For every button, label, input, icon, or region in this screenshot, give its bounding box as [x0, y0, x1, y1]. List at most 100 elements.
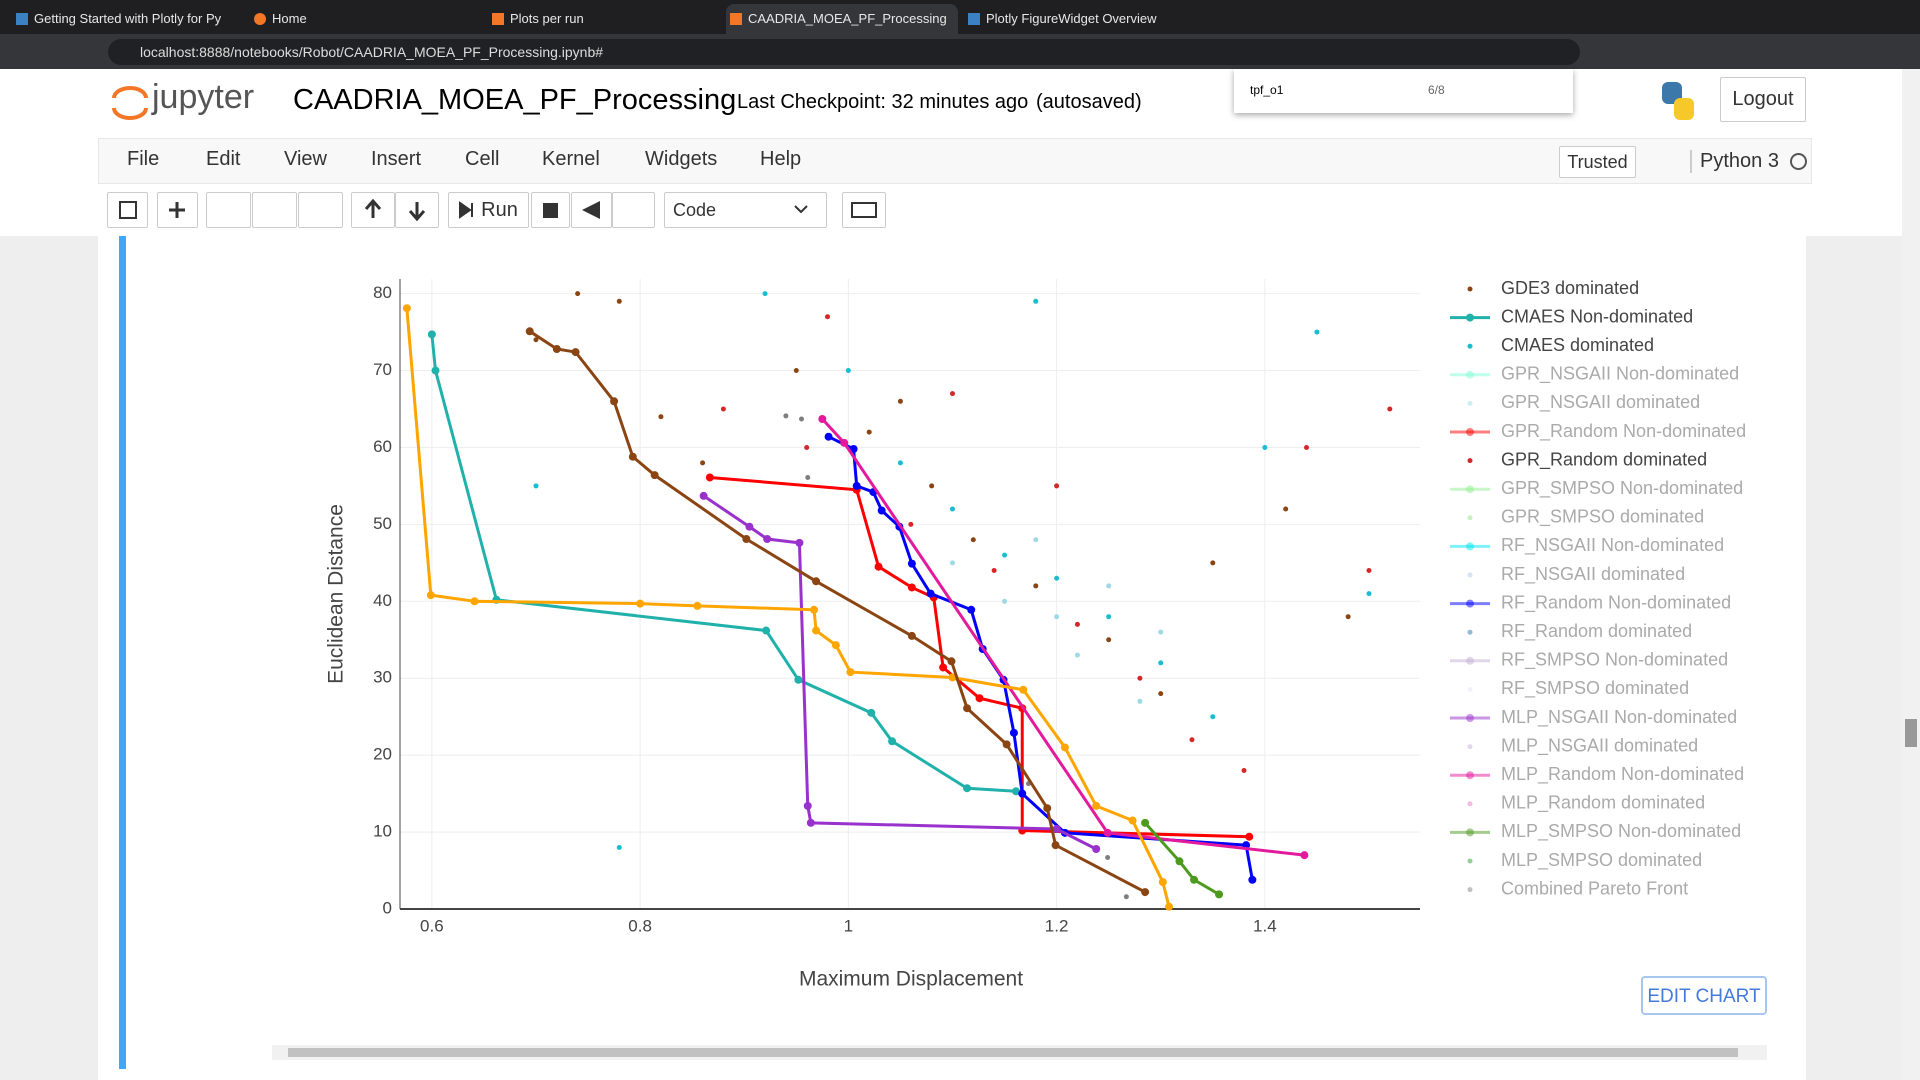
line-marker [552, 345, 561, 353]
line-marker [1165, 902, 1174, 911]
scatter-point [991, 568, 997, 574]
line-marker [1245, 832, 1254, 841]
line-marker [806, 818, 815, 827]
legend-label[interactable]: CMAES Non-dominated [1501, 306, 1693, 326]
scatter-point [533, 483, 539, 489]
scatter-point [1002, 598, 1008, 604]
trusted-indicator[interactable]: Trusted [1559, 146, 1636, 178]
legend-swatch [1466, 542, 1474, 551]
x-axis-title: Maximum Displacement [799, 968, 1023, 991]
line-marker [867, 708, 876, 717]
url-field[interactable]: localhost:8888/notebooks/Robot/CAADRIA_M… [108, 39, 1580, 65]
scatter-point [1123, 894, 1129, 900]
page-scrollbar[interactable] [1902, 69, 1920, 1080]
legend-label[interactable]: Combined Pareto Front [1501, 878, 1688, 898]
tab[interactable]: CAADRIA_MOEA_PF_Processing [726, 4, 958, 34]
series-line [821, 417, 1305, 857]
scatter-point [1262, 444, 1268, 450]
menu-item[interactable]: Help [760, 148, 802, 170]
line-marker [1158, 878, 1167, 887]
line-marker [1092, 845, 1101, 853]
legend-label[interactable]: GPR_NSGAII Non-dominated [1501, 364, 1739, 385]
tab-title: CAADRIA_MOEA_PF_Processing [748, 11, 947, 26]
menu-item[interactable]: Edit [206, 148, 241, 170]
menu-item[interactable]: View [284, 148, 327, 170]
legend-label[interactable]: GPR_Random dominated [1501, 449, 1707, 470]
notebook-title[interactable]: CAADRIA_MOEA_PF_Processing [293, 84, 737, 116]
legend-label[interactable]: MLP_NSGAII dominated [1501, 735, 1698, 756]
line-marker [963, 784, 972, 793]
legend-swatch [1466, 714, 1474, 722]
legend-label[interactable]: MLP_SMPSO Non-dominated [1501, 821, 1741, 842]
line-marker [1019, 685, 1028, 694]
legend-label[interactable]: RF_SMPSO dominated [1501, 678, 1689, 699]
menu-item[interactable]: Insert [371, 148, 422, 170]
run-all-button[interactable] [612, 192, 655, 228]
menu-item[interactable]: Widgets [645, 148, 718, 170]
tab[interactable]: Home [250, 4, 482, 34]
legend-label[interactable]: RF_NSGAII Non-dominated [1501, 535, 1724, 556]
menu-item[interactable]: Cell [465, 148, 500, 170]
checkpoint: Last Checkpoint: 32 minutes ago [737, 91, 1029, 113]
legend-label[interactable]: MLP_Random dominated [1501, 793, 1705, 814]
legend-swatch [1466, 313, 1474, 322]
legend-label[interactable]: MLP_SMPSO dominated [1501, 850, 1702, 871]
scatter-point [949, 506, 955, 512]
tab[interactable]: Plots per run [488, 4, 720, 34]
logo-text: jupyter [152, 78, 255, 116]
y-axis-title: Euclidean Distance [325, 504, 348, 684]
legend-label[interactable]: RF_NSGAII dominated [1501, 564, 1685, 585]
line-marker [888, 737, 897, 746]
legend-label[interactable]: RF_Random Non-dominated [1501, 592, 1731, 613]
scatter-point [1283, 506, 1289, 512]
line-marker [874, 562, 883, 571]
scatter-point [1002, 552, 1008, 558]
legend-label[interactable]: MLP_NSGAII Non-dominated [1501, 707, 1737, 728]
legend-label[interactable]: GPR_SMPSO Non-dominated [1501, 478, 1743, 499]
menu-item[interactable]: File [127, 148, 160, 170]
edit-chart-button[interactable]: EDIT CHART [1641, 976, 1767, 1015]
legend-label[interactable]: GPR_SMPSO dominated [1501, 507, 1704, 528]
legend-swatch [1467, 887, 1473, 893]
tab[interactable]: Getting Started with Plotly for Py [12, 4, 244, 34]
paste-button[interactable] [298, 192, 343, 228]
scatter-point [1304, 444, 1310, 450]
line-marker [907, 559, 916, 568]
legend-label[interactable]: RF_SMPSO Non-dominated [1501, 650, 1728, 671]
logout-button[interactable]: Logout [1720, 77, 1806, 122]
scatter-point [1054, 483, 1060, 489]
legend-label[interactable]: CMAES dominated [1501, 335, 1654, 355]
cut-button[interactable] [206, 192, 251, 228]
menu-item[interactable]: Kernel [542, 148, 600, 170]
move-down-button[interactable] [395, 192, 439, 228]
scatter-point [1345, 614, 1351, 620]
y-tick-label: 0 [383, 898, 392, 917]
legend-label[interactable]: RF_Random dominated [1501, 621, 1692, 642]
line-marker [812, 577, 821, 586]
legend-label[interactable]: GPR_NSGAII dominated [1501, 392, 1700, 413]
scatter-point [1158, 629, 1164, 635]
menubar [98, 138, 1812, 184]
copy-button[interactable] [252, 192, 297, 228]
line-marker [628, 452, 637, 461]
line-marker [1175, 857, 1184, 866]
legend-label[interactable]: GPR_Random Non-dominated [1501, 421, 1746, 442]
y-tick-label: 40 [373, 591, 392, 610]
legend-label[interactable]: GDE3 dominated [1501, 278, 1639, 298]
line-marker [1128, 816, 1137, 825]
line-marker [812, 626, 821, 635]
scatter-point [1158, 691, 1164, 697]
legend-label[interactable]: MLP_Random Non-dominated [1501, 764, 1744, 785]
line-marker [705, 473, 714, 482]
legend-swatch [1466, 771, 1474, 780]
output-scrollbar[interactable] [272, 1045, 1767, 1060]
scatter-point [1105, 854, 1111, 860]
scatter-point [1054, 614, 1060, 620]
line-marker [803, 801, 812, 810]
tab[interactable]: Plotly FigureWidget Overview [964, 4, 1196, 34]
y-tick-label: 50 [373, 514, 392, 533]
find-query[interactable]: tpf_o1 [1250, 83, 1284, 97]
line-marker [831, 641, 840, 650]
legend-swatch [1467, 515, 1473, 521]
